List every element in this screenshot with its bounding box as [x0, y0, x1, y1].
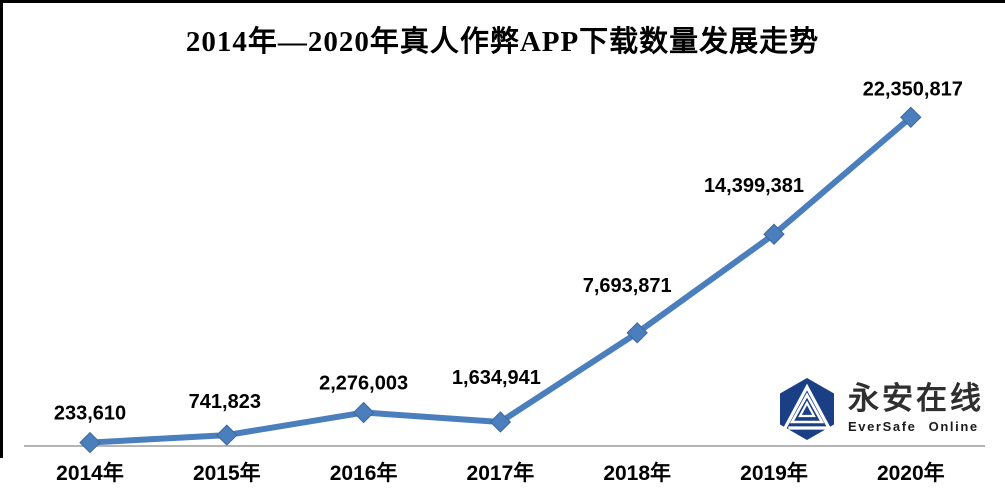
data-label: 1,634,941	[452, 367, 541, 389]
data-point-marker	[352, 401, 375, 424]
data-label: 2,276,003	[319, 373, 408, 395]
data-point-marker	[79, 431, 101, 454]
x-axis-label: 2017年	[467, 461, 535, 485]
data-label: 741,823	[189, 391, 261, 413]
eversafe-logo: 永安在线 EverSafe Online	[776, 376, 984, 442]
x-axis-label: 2019年	[740, 461, 808, 485]
data-point-marker	[900, 106, 922, 129]
x-axis-label: 2016年	[330, 461, 398, 485]
frame-border-top	[0, 0, 1005, 3]
data-point-marker	[216, 424, 238, 446]
logo-name-cn: 永安在线	[848, 381, 984, 416]
chart-title: 2014年—2020年真人作弊APP下载数量发展走势	[185, 26, 820, 58]
logo-name-en: EverSafe Online	[848, 419, 979, 435]
x-axis-label: 2018年	[603, 461, 671, 485]
data-label: 233,610	[54, 403, 126, 425]
data-point-marker	[489, 411, 512, 433]
hexagon-triangle-logo-icon	[780, 378, 834, 440]
data-label: 7,693,871	[583, 275, 672, 297]
data-point-marker	[763, 223, 785, 245]
data-point-marker	[626, 322, 648, 344]
x-axis-label: 2020年	[877, 461, 945, 485]
data-label: 22,350,817	[863, 78, 963, 100]
x-axis-label: 2015年	[193, 461, 261, 485]
logo-text: 永安在线 EverSafe Online	[848, 376, 984, 434]
frame-border-left	[0, 0, 3, 458]
x-axis-label: 2014年	[56, 461, 124, 485]
data-label: 14,399,381	[704, 175, 804, 197]
